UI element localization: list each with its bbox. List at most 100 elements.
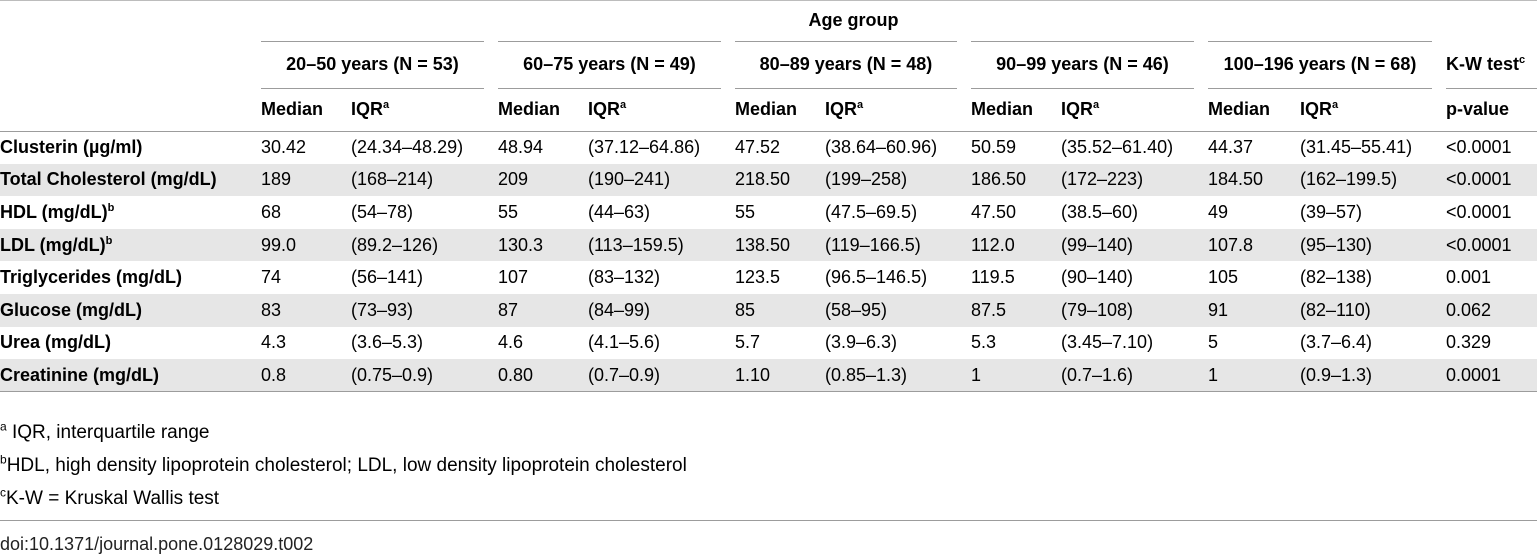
- pvalue-cell: 0.329: [1446, 326, 1537, 360]
- table-row: Glucose (mg/dL) 83 (73–93) 87 (84–99) 85…: [0, 293, 1537, 327]
- footnote-c: cK-W = Kruskal Wallis test: [0, 485, 220, 509]
- median-cell: 1: [971, 359, 1061, 393]
- median-cell: 47.50: [971, 196, 1061, 229]
- median-cell: 186.50: [971, 163, 1061, 197]
- pvalue-header: p-value: [1446, 88, 1537, 131]
- median-cell: 85: [735, 293, 825, 327]
- iqr-cell: (162–199.5): [1300, 163, 1446, 197]
- top-rule: [0, 0, 1537, 1]
- median-header: Median: [735, 88, 825, 131]
- table-row: Clusterin (µg/ml) 30.42 (24.34–48.29) 48…: [0, 130, 1537, 164]
- median-cell: 5.3: [971, 326, 1061, 360]
- median-cell: 91: [1208, 293, 1300, 327]
- median-header: Median: [1208, 88, 1300, 131]
- iqr-cell: (73–93): [351, 293, 498, 327]
- median-cell: 138.50: [735, 228, 825, 262]
- iqr-cell: (0.9–1.3): [1300, 359, 1446, 393]
- iqr-cell: (4.1–5.6): [588, 326, 735, 360]
- pvalue-cell: <0.0001: [1446, 130, 1537, 164]
- iqr-cell: (47.5–69.5): [825, 196, 971, 229]
- median-cell: 55: [735, 196, 825, 229]
- pvalue-cell: 0.0001: [1446, 359, 1537, 393]
- doi-link[interactable]: doi:10.1371/journal.pone.0128029.t002: [0, 534, 314, 554]
- group-header-80-89: 80–89 years (N = 48): [735, 41, 971, 88]
- iqr-cell: (56–141): [351, 261, 498, 294]
- pvalue-cell: 0.001: [1446, 261, 1537, 294]
- pvalue-cell: 0.062: [1446, 293, 1537, 327]
- median-cell: 55: [498, 196, 588, 229]
- iqr-cell: (3.6–5.3): [351, 326, 498, 360]
- median-cell: 44.37: [1208, 130, 1300, 164]
- median-cell: 47.52: [735, 130, 825, 164]
- iqr-header: IQRa: [588, 88, 735, 131]
- median-cell: 0.8: [261, 359, 351, 393]
- row-label: Creatinine (mg/dL): [0, 359, 261, 393]
- median-cell: 87: [498, 293, 588, 327]
- iqr-cell: (38.64–60.96): [825, 130, 971, 164]
- median-cell: 0.80: [498, 359, 588, 393]
- median-cell: 5: [1208, 326, 1300, 360]
- iqr-cell: (119–166.5): [825, 228, 971, 262]
- iqr-cell: (38.5–60): [1061, 196, 1208, 229]
- median-cell: 30.42: [261, 130, 351, 164]
- iqr-cell: (82–138): [1300, 261, 1446, 294]
- iqr-cell: (31.45–55.41): [1300, 130, 1446, 164]
- iqr-cell: (3.7–6.4): [1300, 326, 1446, 360]
- iqr-cell: (44–63): [588, 196, 735, 229]
- iqr-cell: (172–223): [1061, 163, 1208, 197]
- median-cell: 4.3: [261, 326, 351, 360]
- median-cell: 107: [498, 261, 588, 294]
- iqr-cell: (0.75–0.9): [351, 359, 498, 393]
- footnote-a: a IQR, interquartile range: [0, 419, 210, 443]
- footnotes: a IQR, interquartile range bHDL, high de…: [0, 416, 1537, 515]
- median-cell: 218.50: [735, 163, 825, 197]
- data-table: Age group 20–50 years (N = 53) 60–75 yea…: [0, 0, 1537, 393]
- iqr-cell: (37.12–64.86): [588, 130, 735, 164]
- iqr-cell: (3.9–6.3): [825, 326, 971, 360]
- iqr-cell: (84–99): [588, 293, 735, 327]
- median-cell: 189: [261, 163, 351, 197]
- median-header: Median: [971, 88, 1061, 131]
- header-group-row: 20–50 years (N = 53) 60–75 years (N = 49…: [0, 41, 1537, 88]
- row-label: Glucose (mg/dL): [0, 293, 261, 327]
- median-cell: 1: [1208, 359, 1300, 393]
- median-cell: 123.5: [735, 261, 825, 294]
- median-cell: 68: [261, 196, 351, 229]
- iqr-cell: (58–95): [825, 293, 971, 327]
- median-cell: 105: [1208, 261, 1300, 294]
- row-label: LDL (mg/dL)b: [0, 228, 261, 262]
- iqr-cell: (3.45–7.10): [1061, 326, 1208, 360]
- median-header: Median: [261, 88, 351, 131]
- iqr-cell: (35.52–61.40): [1061, 130, 1208, 164]
- iqr-header: IQRa: [1061, 88, 1208, 131]
- iqr-header: IQRa: [825, 88, 971, 131]
- median-cell: 99.0: [261, 228, 351, 262]
- iqr-cell: (0.7–1.6): [1061, 359, 1208, 393]
- median-cell: 50.59: [971, 130, 1061, 164]
- median-cell: 87.5: [971, 293, 1061, 327]
- median-cell: 184.50: [1208, 163, 1300, 197]
- median-cell: 112.0: [971, 228, 1061, 262]
- group-header-100-196: 100–196 years (N = 68): [1208, 41, 1446, 88]
- iqr-cell: (54–78): [351, 196, 498, 229]
- header-age-row: Age group: [0, 0, 1537, 41]
- pvalue-cell: <0.0001: [1446, 163, 1537, 197]
- median-cell: 119.5: [971, 261, 1061, 294]
- footnote-b: bHDL, high density lipoprotein cholester…: [0, 452, 687, 476]
- iqr-header: IQRa: [1300, 88, 1446, 131]
- iqr-cell: (89.2–126): [351, 228, 498, 262]
- median-cell: 209: [498, 163, 588, 197]
- table-row: Triglycerides (mg/dL) 74 (56–141) 107 (8…: [0, 261, 1537, 294]
- iqr-cell: (83–132): [588, 261, 735, 294]
- median-cell: 130.3: [498, 228, 588, 262]
- pvalue-cell: <0.0001: [1446, 228, 1537, 262]
- iqr-cell: (79–108): [1061, 293, 1208, 327]
- group-header-60-75: 60–75 years (N = 49): [498, 41, 735, 88]
- median-cell: 107.8: [1208, 228, 1300, 262]
- bottom-rule: [0, 520, 1537, 521]
- iqr-cell: (190–241): [588, 163, 735, 197]
- iqr-cell: (99–140): [1061, 228, 1208, 262]
- iqr-cell: (82–110): [1300, 293, 1446, 327]
- table-row: HDL (mg/dL)b 68 (54–78) 55 (44–63) 55 (4…: [0, 196, 1537, 229]
- header-sub-row: Median IQRa Median IQRa Median IQRa Medi…: [0, 88, 1537, 131]
